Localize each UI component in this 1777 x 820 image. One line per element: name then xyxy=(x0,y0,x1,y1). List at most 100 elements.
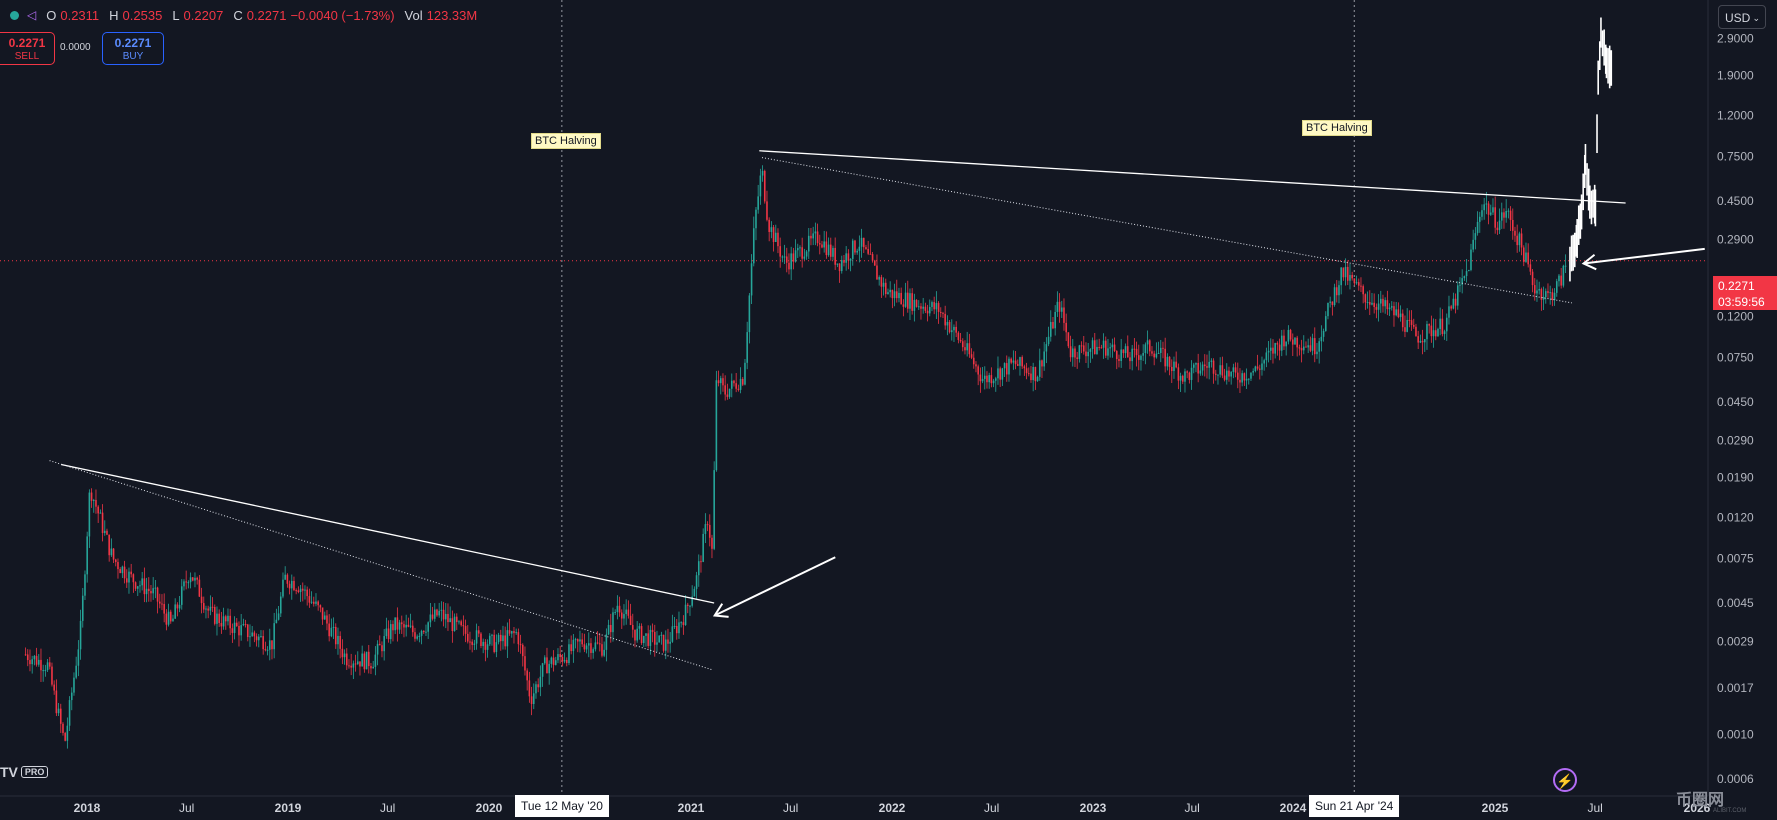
candle-body xyxy=(618,605,621,613)
candle-body xyxy=(1085,351,1087,357)
trend-line-solid[interactable] xyxy=(759,150,1626,204)
trend-line-solid[interactable] xyxy=(60,463,715,604)
candle-body xyxy=(1041,360,1043,367)
candle-body xyxy=(656,642,658,645)
candle-body xyxy=(88,492,91,537)
projection-bar xyxy=(1577,205,1580,245)
candle-body xyxy=(1285,341,1287,347)
candle-body xyxy=(1366,302,1369,304)
candle-body xyxy=(1036,376,1039,382)
candle-body xyxy=(218,613,220,624)
candle-body xyxy=(1527,252,1529,265)
arrow-shaft[interactable] xyxy=(1583,247,1705,265)
candle-body xyxy=(1423,339,1426,343)
candle-body xyxy=(638,626,641,629)
candle-body xyxy=(812,233,814,239)
candle-body xyxy=(796,248,799,251)
candle-body xyxy=(246,624,249,638)
candle-body xyxy=(1536,290,1538,294)
candle-body xyxy=(312,601,315,604)
trend-line-dotted[interactable] xyxy=(761,157,1573,304)
candle-body xyxy=(1364,294,1367,303)
candle-body xyxy=(1514,230,1516,236)
halving-label-2[interactable]: BTC Halving xyxy=(1302,120,1372,136)
candle-body xyxy=(970,354,973,358)
candle-body xyxy=(1430,325,1433,337)
x-tick-label: Jul xyxy=(179,801,194,815)
projection-bar xyxy=(1603,29,1605,66)
candle-body xyxy=(1443,331,1446,334)
candle-body xyxy=(1305,346,1307,348)
candle-body xyxy=(587,643,590,646)
candle-body xyxy=(1553,292,1556,301)
low-label: L xyxy=(172,7,180,23)
candle-body xyxy=(139,585,141,587)
candle-body xyxy=(636,628,638,641)
candle-body xyxy=(387,628,390,640)
candle-body xyxy=(939,311,942,313)
candle-body xyxy=(1470,249,1472,270)
candle-body xyxy=(242,624,245,626)
candle-body xyxy=(818,243,821,245)
candle-body xyxy=(103,530,106,533)
candle-body xyxy=(1287,329,1290,342)
last-price-tag: 0.2271 03:59:56 xyxy=(1713,276,1777,310)
halving-label-1[interactable]: BTC Halving xyxy=(531,133,601,149)
x-tick-label: 2022 xyxy=(879,801,906,815)
candle-body xyxy=(957,332,960,340)
candle-body xyxy=(1338,285,1340,296)
buy-button[interactable]: 0.2271 BUY xyxy=(102,32,164,65)
lightning-icon[interactable]: ⚡ xyxy=(1553,768,1577,792)
candle-body xyxy=(189,577,192,583)
candle-body xyxy=(1437,329,1439,337)
arrow-shaft[interactable] xyxy=(714,556,836,617)
candle-body xyxy=(374,654,377,667)
candle-body xyxy=(1210,360,1213,362)
candle-body xyxy=(675,625,678,634)
symbol-icon[interactable]: ◁ xyxy=(27,8,37,22)
candle-body xyxy=(933,302,935,310)
candle-body xyxy=(653,632,656,645)
candle-body xyxy=(658,635,660,643)
currency-select[interactable]: USD ⌄ xyxy=(1718,5,1766,29)
candle-body xyxy=(990,375,993,384)
candle-body xyxy=(1412,324,1415,327)
candle-body xyxy=(84,574,86,596)
candle-body xyxy=(1465,271,1468,277)
candle-body xyxy=(1511,219,1514,231)
candle-body xyxy=(1454,298,1457,306)
candle-body xyxy=(521,644,524,657)
candle-body xyxy=(1309,345,1312,351)
candle-body xyxy=(235,622,238,626)
candle-body xyxy=(785,256,788,263)
projection-bar xyxy=(1605,47,1608,79)
candle-body xyxy=(792,253,795,262)
sell-button[interactable]: 0.2271 SELL xyxy=(0,32,55,65)
candle-body xyxy=(843,260,845,263)
candle-body xyxy=(911,293,913,311)
candle-body xyxy=(851,240,854,259)
tradingview-logo[interactable]: TV PRO xyxy=(0,764,49,780)
arrow-head xyxy=(1581,253,1597,271)
candle-body xyxy=(862,237,865,248)
candle-body xyxy=(737,388,740,390)
candle-body xyxy=(583,644,586,650)
candle-body xyxy=(1278,344,1281,351)
candle-body xyxy=(651,629,654,633)
candle-body xyxy=(1406,319,1408,332)
candle-body xyxy=(748,295,751,333)
candle-body xyxy=(29,660,31,665)
candle-body xyxy=(557,654,559,661)
candle-body xyxy=(832,247,834,257)
candle-body xyxy=(458,621,460,623)
candle-body xyxy=(449,618,451,623)
candle-body xyxy=(532,693,535,704)
candle-body xyxy=(422,630,425,633)
candle-body xyxy=(920,306,922,309)
y-tick-label: 0.0290 xyxy=(1717,433,1754,447)
candle-body xyxy=(198,579,201,597)
candle-body xyxy=(442,609,445,620)
candle-body xyxy=(966,343,968,351)
candle-body xyxy=(407,624,410,627)
